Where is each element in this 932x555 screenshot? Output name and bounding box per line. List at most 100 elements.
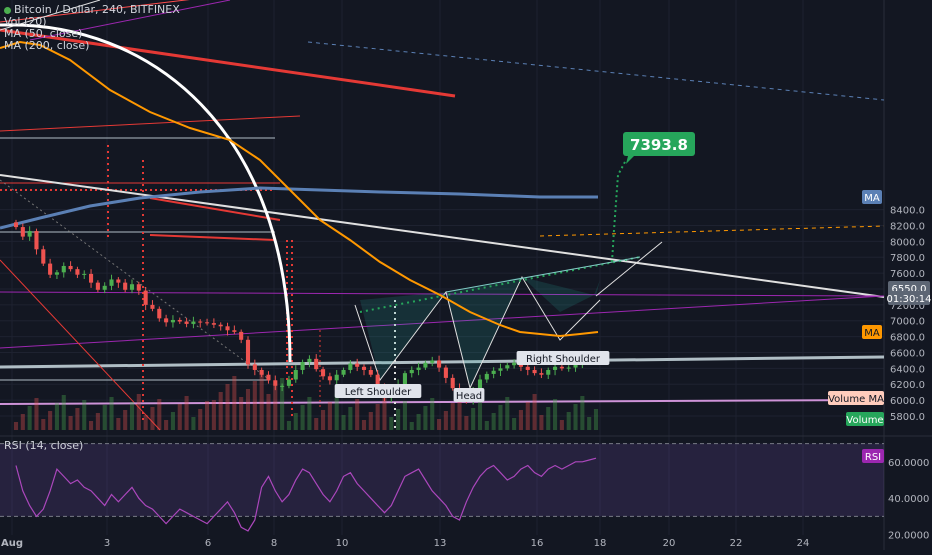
candle-body[interactable] xyxy=(41,249,46,264)
volume-badge[interactable]: Volume xyxy=(846,412,884,426)
symbol-title[interactable]: Bitcoin / Dollar, 240, BITFINEX xyxy=(4,4,180,16)
candle-body[interactable] xyxy=(553,366,558,370)
legend-volume[interactable]: Vol (20) xyxy=(4,15,47,28)
candle-body[interactable] xyxy=(198,321,203,323)
candle-body[interactable] xyxy=(450,377,455,389)
candle-body[interactable] xyxy=(532,369,537,374)
candle-body[interactable] xyxy=(477,379,483,391)
annotation-head[interactable]: Head xyxy=(453,388,485,402)
target-price-label[interactable]: 7393.8 xyxy=(623,132,695,164)
candle-body[interactable] xyxy=(68,265,73,270)
candle-body[interactable] xyxy=(525,366,530,370)
candle-body[interactable] xyxy=(280,385,285,387)
candle-body[interactable] xyxy=(512,362,517,366)
candle-body[interactable] xyxy=(484,373,489,380)
candle-body[interactable] xyxy=(48,263,53,275)
candle-body[interactable] xyxy=(293,369,298,380)
candle-body[interactable] xyxy=(143,290,148,305)
candle-body[interactable] xyxy=(177,319,182,322)
annotation-right-shoulder[interactable]: Right Shoulder xyxy=(516,351,610,365)
candle-body[interactable] xyxy=(170,319,175,323)
ma-50-badge[interactable]: MA xyxy=(862,325,882,339)
candle-body[interactable] xyxy=(13,222,19,228)
rsi-legend[interactable]: RSI (14, close) xyxy=(4,439,84,452)
candle-body[interactable] xyxy=(109,279,114,286)
legend-ma-50[interactable]: MA (50, close) xyxy=(4,27,83,40)
candle-body[interactable] xyxy=(211,323,216,325)
candle-body[interactable] xyxy=(498,368,503,371)
candle-body[interactable] xyxy=(20,227,25,237)
candle-body[interactable] xyxy=(164,318,169,323)
legend-dot-icon xyxy=(4,6,11,14)
candle-body[interactable] xyxy=(573,362,578,368)
candle-body[interactable] xyxy=(95,282,100,290)
candle-body[interactable] xyxy=(102,285,107,290)
candle-body[interactable] xyxy=(321,369,326,377)
candle-body[interactable] xyxy=(505,365,510,369)
candle-body[interactable] xyxy=(116,279,121,283)
volume-bar xyxy=(559,420,564,430)
ma-200-badge[interactable]: MA xyxy=(862,190,882,204)
candle-body[interactable] xyxy=(559,366,564,369)
candle-body[interactable] xyxy=(61,265,66,273)
candle-body[interactable] xyxy=(205,322,210,324)
candle-body[interactable] xyxy=(157,308,162,319)
candle-body[interactable] xyxy=(539,373,544,375)
volume-bar xyxy=(75,408,80,430)
candle-body[interactable] xyxy=(348,363,353,370)
volume-bar xyxy=(252,381,257,430)
candle-body[interactable] xyxy=(416,367,421,370)
candle-body[interactable] xyxy=(252,364,257,370)
candle-body[interactable] xyxy=(307,358,312,363)
candle-body[interactable] xyxy=(218,324,223,327)
candle-body[interactable] xyxy=(266,374,271,381)
candle-body[interactable] xyxy=(75,269,80,275)
candle-body[interactable] xyxy=(546,369,551,375)
candle-body[interactable] xyxy=(89,273,94,283)
candle-body[interactable] xyxy=(334,374,339,381)
candle-body[interactable] xyxy=(341,369,346,375)
candle-body[interactable] xyxy=(150,304,155,309)
candle-body[interactable] xyxy=(273,380,278,386)
candle-body[interactable] xyxy=(443,367,448,378)
candle-body[interactable] xyxy=(300,362,305,370)
candle-body[interactable] xyxy=(232,330,237,332)
ma-50-badge-bg xyxy=(862,325,882,339)
candle-body[interactable] xyxy=(437,360,442,368)
volume-bar xyxy=(191,417,196,430)
candle-body[interactable] xyxy=(375,374,380,386)
candle-body[interactable] xyxy=(245,339,251,365)
candle-body[interactable] xyxy=(402,373,407,385)
candle-body[interactable] xyxy=(355,363,360,367)
candle-body[interactable] xyxy=(129,284,135,290)
candle-body[interactable] xyxy=(430,360,435,363)
candle-body[interactable] xyxy=(136,284,141,291)
candle-body[interactable] xyxy=(361,366,367,370)
candle-body[interactable] xyxy=(27,231,32,237)
candle-body[interactable] xyxy=(327,376,332,381)
rsi-badge[interactable]: RSI xyxy=(862,449,884,463)
candle-body[interactable] xyxy=(423,362,428,368)
candle-body[interactable] xyxy=(34,231,39,250)
candle-body[interactable] xyxy=(259,369,264,375)
annotation-left-shoulder[interactable]: Left Shoulder xyxy=(334,384,422,398)
candle-body[interactable] xyxy=(491,370,496,374)
candle-body[interactable] xyxy=(123,282,128,290)
legend-ma-200[interactable]: MA (200, close) xyxy=(4,39,90,52)
candle-body[interactable] xyxy=(82,273,87,275)
candle-body[interactable] xyxy=(184,321,189,324)
candle-body[interactable] xyxy=(368,369,373,375)
candle-body[interactable] xyxy=(191,321,196,324)
volume-ma-badge[interactable]: Volume MA xyxy=(828,391,884,405)
candle-body[interactable] xyxy=(54,272,59,275)
candle-body[interactable] xyxy=(239,331,244,340)
candle-body[interactable] xyxy=(566,367,571,369)
candle-body[interactable] xyxy=(286,379,291,386)
bar-countdown-timer[interactable]: 01:30:14 xyxy=(887,291,932,305)
candle-body[interactable] xyxy=(314,358,319,370)
candle-body[interactable] xyxy=(225,326,230,331)
pattern-upper-line xyxy=(445,256,641,293)
candle-body[interactable] xyxy=(409,369,414,374)
